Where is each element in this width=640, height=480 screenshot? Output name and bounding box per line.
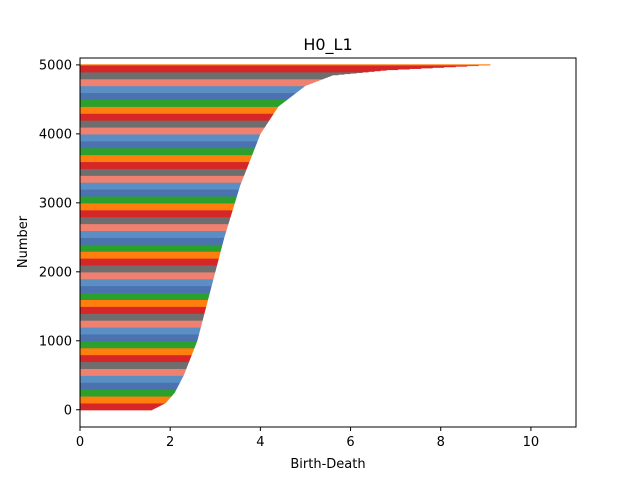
x-axis-ticks: 0 2 4 6 8 10 <box>76 427 539 450</box>
y-tick-label: 2000 <box>39 265 72 280</box>
chart-title: H0_L1 <box>303 35 352 55</box>
bar <box>80 64 491 66</box>
y-axis-ticks: 0 1000 2000 3000 4000 5000 <box>39 58 80 418</box>
y-tick-label: 0 <box>64 403 72 418</box>
y-tick-label: 4000 <box>39 127 72 142</box>
y-axis-title: Number <box>16 215 31 268</box>
x-tick-label: 4 <box>256 435 264 450</box>
x-tick-label: 10 <box>523 435 540 450</box>
y-tick-label: 3000 <box>39 196 72 211</box>
x-tick-label: 0 <box>76 435 84 450</box>
x-tick-label: 8 <box>437 435 445 450</box>
x-tick-label: 2 <box>166 435 174 450</box>
y-tick-label: 5000 <box>39 58 72 73</box>
plot-frame <box>79 57 577 428</box>
x-axis-title: Birth-Death <box>290 457 365 472</box>
bars-group <box>80 64 491 411</box>
y-tick-label: 1000 <box>39 334 72 349</box>
x-tick-label: 6 <box>346 435 354 450</box>
